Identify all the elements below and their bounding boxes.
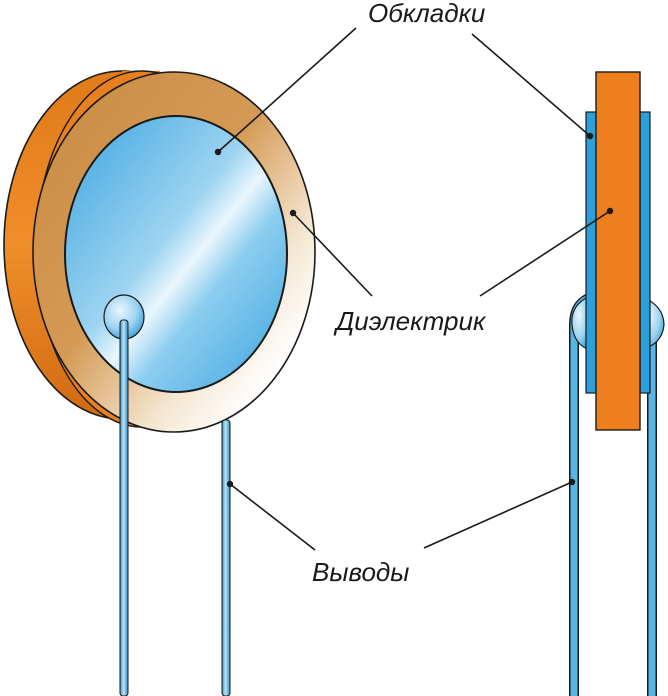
dielectric-side — [595, 71, 641, 431]
capacitor-side-view — [569, 71, 665, 696]
leader-lines — [214, 27, 614, 551]
lead-right — [221, 419, 231, 696]
label-leads: Выводы — [312, 557, 409, 587]
label-dielectric: Диэлектрик — [333, 306, 487, 336]
plate-right-side — [639, 111, 651, 394]
capacitor-front-view — [3, 70, 316, 696]
lead-left — [119, 319, 129, 696]
plate-front — [64, 115, 288, 393]
label-plates: Обкладки — [368, 0, 485, 28]
plate-left-side — [585, 111, 597, 394]
